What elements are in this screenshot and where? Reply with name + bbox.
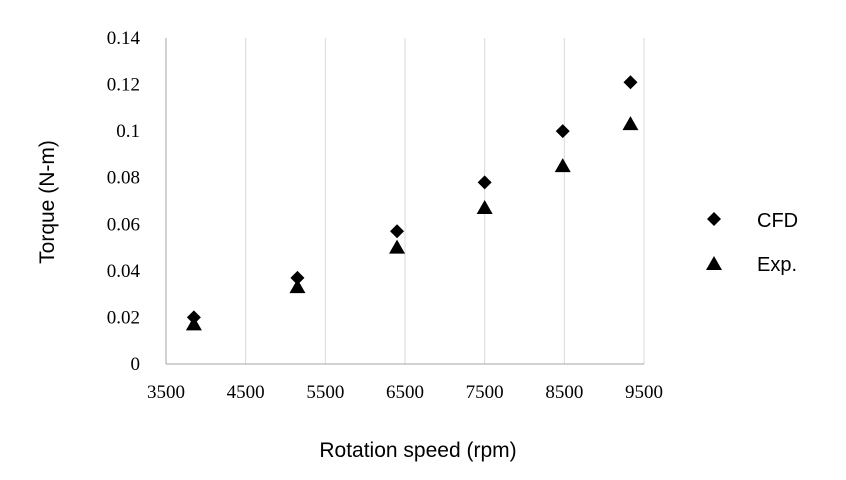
y-tick-label: 0.02: [107, 307, 140, 328]
y-tick-label: 0: [131, 354, 141, 375]
exp-point: [476, 199, 493, 214]
exp-point: [185, 316, 202, 331]
legend-item-exp: Exp.: [706, 254, 797, 276]
exp-point: [289, 279, 306, 294]
legend: CFD Exp.: [706, 210, 798, 276]
x-tick-label: 7500: [466, 382, 504, 403]
x-tick-label: 6500: [386, 382, 424, 403]
cfd-point: [390, 224, 405, 239]
y-axis-tick-labels: 0 0.02 0.04 0.06 0.08 0.1 0.12 0.14: [107, 28, 141, 375]
x-tick-label: 3500: [147, 382, 185, 403]
data-points: [185, 75, 639, 331]
x-axis-tick-labels: 3500 4500 5500 6500 7500 8500 9500: [147, 382, 663, 403]
grid-lines: [245, 38, 645, 364]
y-tick-label: 0.04: [107, 261, 141, 282]
cfd-point: [290, 270, 305, 285]
legend-item-cfd: CFD: [707, 210, 798, 232]
y-tick-label: 0.06: [107, 214, 140, 235]
exp-point: [554, 158, 571, 173]
y-axis-title: Torque (N-m): [36, 140, 59, 264]
x-tick-label: 4500: [227, 382, 265, 403]
x-tick-label: 5500: [306, 382, 344, 403]
x-tick-label: 8500: [545, 382, 583, 403]
x-axis-title: Rotation speed (rpm): [319, 439, 516, 462]
y-tick-label: 0.12: [107, 75, 140, 96]
legend-label-exp: Exp.: [757, 254, 797, 276]
cfd-point: [555, 124, 570, 139]
exp-point: [622, 116, 639, 131]
y-tick-label: 0.08: [107, 168, 140, 189]
y-tick-label: 0.14: [107, 28, 141, 49]
legend-marker-triangle-icon: [706, 256, 722, 270]
y-tick-label: 0.1: [116, 121, 140, 142]
x-tick-label: 9500: [625, 382, 663, 403]
legend-label-cfd: CFD: [757, 210, 798, 232]
cfd-point: [477, 175, 492, 190]
exp-point: [389, 239, 406, 254]
cfd-point: [623, 75, 638, 90]
legend-marker-diamond-icon: [707, 212, 721, 226]
axes: [165, 38, 644, 365]
